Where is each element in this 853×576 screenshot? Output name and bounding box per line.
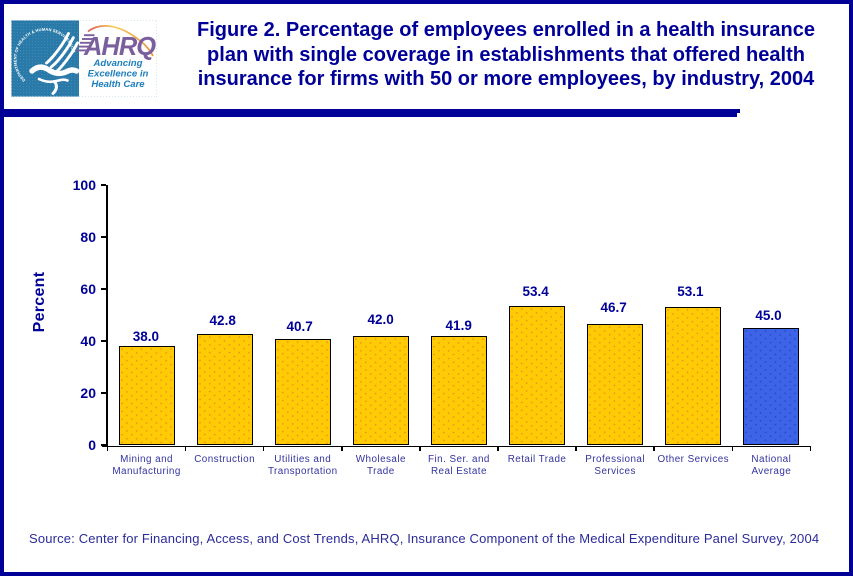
svg-text:Excellence in: Excellence in [88, 69, 149, 80]
svg-text:AHRQ: AHRQ [83, 33, 156, 61]
svg-text:Advancing: Advancing [92, 58, 142, 69]
svg-text:Health Care: Health Care [91, 79, 145, 90]
